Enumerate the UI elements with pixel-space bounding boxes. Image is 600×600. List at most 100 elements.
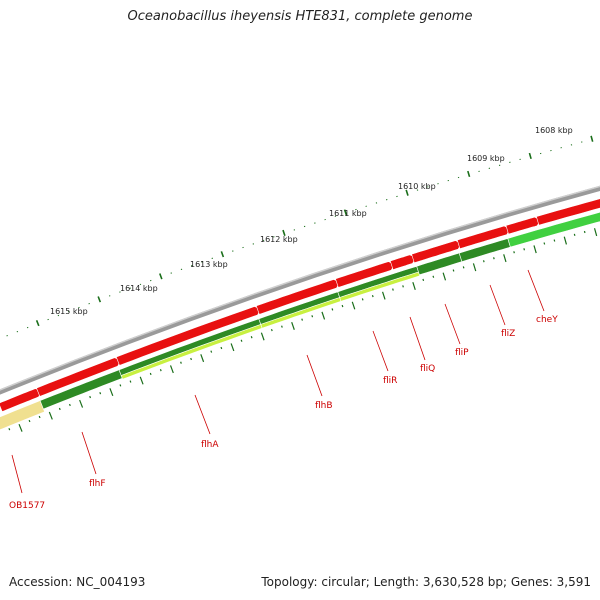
leader-flhB bbox=[306, 354, 323, 397]
ruler-label-1612: 1612 kbp bbox=[260, 235, 298, 244]
reverse-strand bbox=[0, 206, 600, 432]
backbone-arc-highlight bbox=[0, 185, 600, 391]
gene-label-cheY[interactable]: cheY bbox=[536, 315, 558, 325]
map-title: Oceanobacillus iheyensis HTE831, complet… bbox=[127, 9, 473, 24]
ruler-tick-inner bbox=[321, 311, 326, 320]
ruler-tick-inner bbox=[402, 285, 404, 288]
ruler-label-1609: 1609 kbp bbox=[467, 154, 505, 163]
ruler-ticks-outer bbox=[6, 135, 594, 337]
ruler-tick-inner bbox=[392, 288, 394, 291]
ruler-tick-inner bbox=[381, 291, 386, 300]
ruler-tick-inner bbox=[311, 315, 314, 318]
ruler-tick-inner bbox=[180, 361, 182, 364]
ruler-tick-inner bbox=[210, 350, 213, 353]
leader-flhA bbox=[194, 394, 211, 435]
gene-label-fliQ[interactable]: fliQ bbox=[420, 364, 435, 374]
ruler-tick-inner bbox=[543, 242, 546, 245]
ruler-tick-inner bbox=[442, 272, 447, 281]
ruler-tick-inner bbox=[281, 325, 283, 328]
ruler-tick-inner bbox=[48, 411, 53, 420]
ruler-tick-inner bbox=[260, 332, 265, 341]
ruler-tick-inner bbox=[58, 407, 61, 411]
ruler-tick-inner bbox=[230, 343, 235, 352]
ruler-tick-inner bbox=[573, 233, 576, 236]
ruler-tick-inner bbox=[291, 321, 295, 330]
ruler-tick-inner bbox=[462, 266, 465, 269]
ruler-tick-inner bbox=[169, 365, 174, 374]
ruler-tick-outer bbox=[220, 251, 225, 258]
gene-label-flhF[interactable]: flhF bbox=[89, 479, 106, 489]
ruler-tick-inner bbox=[432, 275, 435, 278]
ruler-tick-outer bbox=[405, 189, 409, 196]
ruler-tick-inner bbox=[341, 304, 344, 308]
ruler-label-1614: 1614 kbp bbox=[120, 284, 158, 293]
ruler-tick-inner bbox=[493, 257, 495, 260]
ruler-tick-inner bbox=[553, 239, 556, 242]
reverse-cds-fliR-light[interactable] bbox=[339, 271, 421, 302]
ruler-tick-outer bbox=[528, 152, 532, 160]
gene-label-OB1577[interactable]: OB1577 bbox=[9, 501, 45, 511]
ruler-tick-outer bbox=[159, 273, 163, 280]
ruler-label-1613: 1613 kbp bbox=[190, 260, 228, 269]
ruler-tick-inner bbox=[18, 423, 23, 432]
ruler-tick-inner bbox=[250, 336, 253, 339]
forward-cds-9[interactable] bbox=[536, 193, 600, 226]
ruler-tick-inner bbox=[220, 346, 223, 350]
gene-leader-lines bbox=[11, 269, 545, 494]
ruler-tick-inner bbox=[513, 251, 515, 254]
ruler-tick-inner bbox=[28, 419, 31, 423]
reverse-cds-OB1577[interactable] bbox=[0, 400, 45, 432]
ruler-label-1610: 1610 kbp bbox=[398, 182, 436, 191]
ruler-tick-inner bbox=[8, 428, 11, 431]
ruler-tick-inner bbox=[563, 236, 568, 245]
ruler-tick-inner bbox=[149, 372, 152, 376]
ruler-tick-inner bbox=[139, 376, 144, 385]
ruler-tick-inner bbox=[109, 388, 114, 397]
ruler-tick-inner bbox=[452, 269, 455, 272]
backbone-arc bbox=[0, 185, 600, 395]
ruler-tick-inner bbox=[129, 380, 132, 383]
ruler-tick-outer bbox=[97, 296, 102, 303]
leader-fliZ bbox=[489, 284, 506, 326]
ruler-label-1615: 1615 kbp bbox=[50, 307, 88, 316]
leader-cheY bbox=[527, 269, 545, 312]
ruler-tick-inner bbox=[593, 228, 598, 237]
ruler-ticks-inner bbox=[8, 228, 598, 432]
ruler-tick-inner bbox=[533, 245, 537, 254]
ruler-tick-inner bbox=[351, 301, 356, 310]
ruler-tick-inner bbox=[270, 328, 273, 332]
gene-label-fliP[interactable]: fliP bbox=[455, 348, 469, 358]
leader-fliP bbox=[444, 303, 461, 345]
gene-label-fliR[interactable]: fliR bbox=[383, 376, 397, 386]
ruler-tick-inner bbox=[371, 294, 374, 298]
ruler-tick-inner bbox=[38, 415, 41, 419]
ruler-tick-outer bbox=[590, 135, 594, 142]
accession-text: Accession: NC_004193 bbox=[9, 575, 146, 589]
ruler-label-1611: 1611 kbp bbox=[329, 209, 367, 218]
ruler-tick-outer bbox=[467, 170, 471, 178]
reverse-cds-cheY[interactable] bbox=[507, 206, 600, 248]
gene-label-flhB[interactable]: flhB bbox=[315, 401, 333, 411]
ruler-tick-outer bbox=[35, 319, 40, 327]
ruler-tick-inner bbox=[412, 281, 416, 290]
ruler-tick-inner bbox=[361, 298, 364, 301]
ruler-tick-inner bbox=[190, 357, 192, 361]
ruler-tick-inner bbox=[301, 318, 304, 321]
forward-strand bbox=[0, 193, 600, 412]
ruler-tick-inner bbox=[583, 230, 586, 234]
ruler-tick-outer bbox=[343, 209, 348, 216]
leader-flhF bbox=[81, 431, 97, 475]
ruler-tick-inner bbox=[503, 254, 507, 263]
leader-fliR bbox=[372, 330, 389, 372]
ruler-label-1608: 1608 kbp bbox=[535, 126, 573, 135]
ruler-tick-inner bbox=[523, 248, 526, 251]
gene-label-fliZ[interactable]: fliZ bbox=[501, 329, 515, 339]
ruler-tick-inner bbox=[331, 308, 334, 311]
gene-label-flhA[interactable]: flhA bbox=[201, 440, 219, 450]
ruler-tick-inner bbox=[200, 354, 205, 363]
ruler-tick-inner bbox=[159, 369, 162, 372]
ruler-tick-inner bbox=[472, 263, 477, 272]
reverse-cds-flhA[interactable] bbox=[118, 318, 262, 376]
ruler-tick-inner bbox=[240, 339, 243, 342]
